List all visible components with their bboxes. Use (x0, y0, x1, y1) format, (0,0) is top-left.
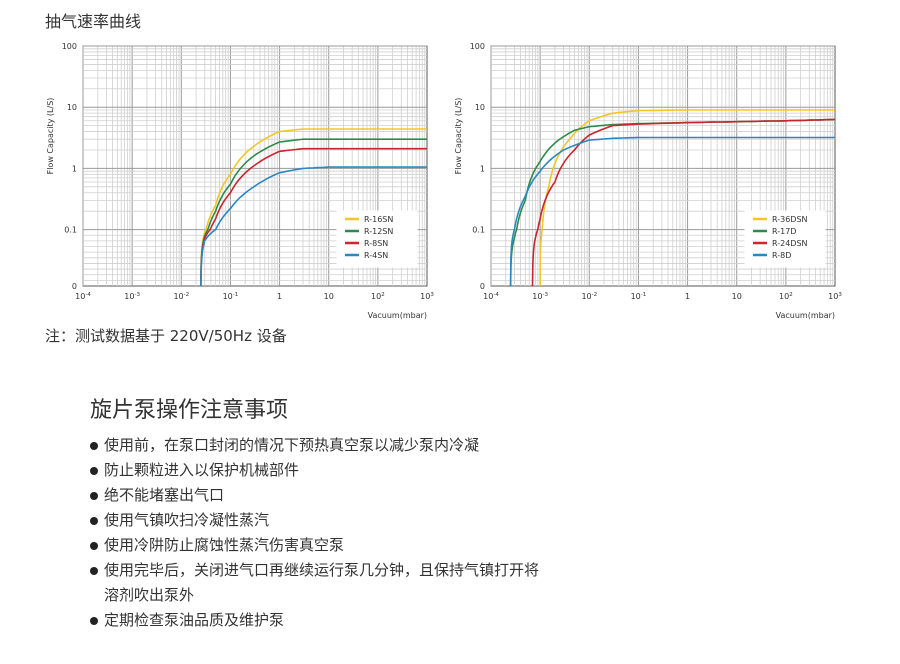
x-tick-label: 10-2 (173, 292, 189, 301)
x-tick-label: 10-1 (223, 292, 239, 301)
y-tick-label: 1 (480, 164, 485, 173)
x-tick-label: 10-3 (124, 292, 140, 301)
legend-label: R-12SN (364, 227, 393, 236)
x-tick-label: 10-4 (483, 292, 499, 301)
legend-label: R-8SN (364, 239, 388, 248)
y-tick-label: 10 (67, 103, 77, 112)
y-tick-label: 0 (72, 282, 77, 291)
bullet-icon (90, 617, 98, 625)
y-tick-label: 1 (72, 164, 77, 173)
bullet-icon (90, 492, 98, 500)
series-line-r-8d (509, 136, 835, 287)
y-tick-label: 100 (62, 42, 77, 51)
flow-chart-right: 0 0.1 1 10 100 10-4 10-3 10-2 10-1 1 10 102 103 Vacuu… (448, 36, 848, 330)
series-line-r-12sn (200, 138, 427, 287)
x-axis-label: Vacuum(mbar) (368, 311, 427, 320)
x-tick-label: 10-4 (75, 292, 91, 301)
series-line-r-24dsn (531, 118, 836, 287)
legend-label: R-17D (772, 227, 796, 236)
bullet-icon (90, 542, 98, 550)
x-tick-label: 10 (732, 292, 742, 301)
bullet-icon (90, 567, 98, 575)
y-tick-label: 0 (480, 282, 485, 291)
caution-item: 绝不能堵塞出气口 (90, 483, 540, 508)
test-note: 注：测试数据基于 220V/50Hz 设备 (45, 327, 287, 345)
cautions-title: 旋片泵操作注意事项 (90, 398, 289, 423)
caution-item: 使用气镇吹扫冷凝性蒸汽 (90, 508, 540, 533)
bullet-icon (90, 442, 98, 450)
series-line-r-8sn (200, 147, 427, 287)
flow-chart-left: 0 0.1 1 10 100 10-4 10-3 10-2 10-1 1 10 102 103 Vacuu… (40, 36, 440, 330)
x-tick-label: 1 (277, 292, 282, 301)
x-axis-label: Vacuum(mbar) (776, 311, 835, 320)
y-axis-label: Flow Capacity (L/S) (46, 98, 55, 175)
y-axis-label: Flow Capacity (L/S) (454, 98, 463, 175)
flow-chart-svg-right: 0 0.1 1 10 100 10-4 10-3 10-2 10-1 1 10 102 103 Vacuu… (454, 42, 842, 320)
legend-label: R-16SN (364, 215, 393, 224)
legend-label: R-24DSN (772, 239, 808, 248)
caution-item: 使用冷阱防止腐蚀性蒸汽伤害真空泵 (90, 533, 540, 558)
caution-item: 定期检查泵油品质及维护泵 (90, 608, 540, 633)
series-line-r-16sn (200, 128, 427, 287)
y-tick-label: 100 (470, 42, 485, 51)
x-tick-label: 102 (371, 292, 385, 301)
x-tick-label: 10-2 (581, 292, 597, 301)
x-tick-label: 103 (420, 292, 434, 301)
series-line-r-36dsn (539, 109, 835, 287)
legend-box (744, 210, 826, 268)
legend-label: R-36DSN (772, 215, 808, 224)
section-title: 抽气速率曲线 (45, 12, 142, 31)
y-tick-label: 0.1 (472, 226, 485, 235)
legend-label: R-8D (772, 251, 791, 260)
series-line-r-4sn (200, 166, 427, 287)
x-tick-label: 10 (324, 292, 334, 301)
cautions-list: 使用前，在泵口封闭的情况下预热真空泵以减少泵内冷凝 防止颗粒进入以保护机械部件 … (90, 433, 540, 633)
x-tick-label: 10-3 (532, 292, 548, 301)
x-tick-label: 103 (828, 292, 842, 301)
legend-label: R-4SN (364, 251, 388, 260)
caution-item: 使用前，在泵口封闭的情况下预热真空泵以减少泵内冷凝 (90, 433, 540, 458)
y-tick-label: 0.1 (64, 226, 77, 235)
x-tick-label: 102 (779, 292, 793, 301)
x-tick-label: 1 (685, 292, 690, 301)
legend-box (336, 210, 418, 268)
x-tick-label: 10-1 (631, 292, 647, 301)
flow-chart-svg-left: 0 0.1 1 10 100 10-4 10-3 10-2 10-1 1 10 102 103 Vacuu… (46, 42, 434, 320)
bullet-icon (90, 467, 98, 475)
caution-item: 使用完毕后，关闭进气口再继续运行泵几分钟，且保持气镇打开将溶剂吹出泵外 (90, 558, 540, 608)
y-tick-label: 10 (475, 103, 485, 112)
caution-item: 防止颗粒进入以保护机械部件 (90, 458, 540, 483)
bullet-icon (90, 517, 98, 525)
